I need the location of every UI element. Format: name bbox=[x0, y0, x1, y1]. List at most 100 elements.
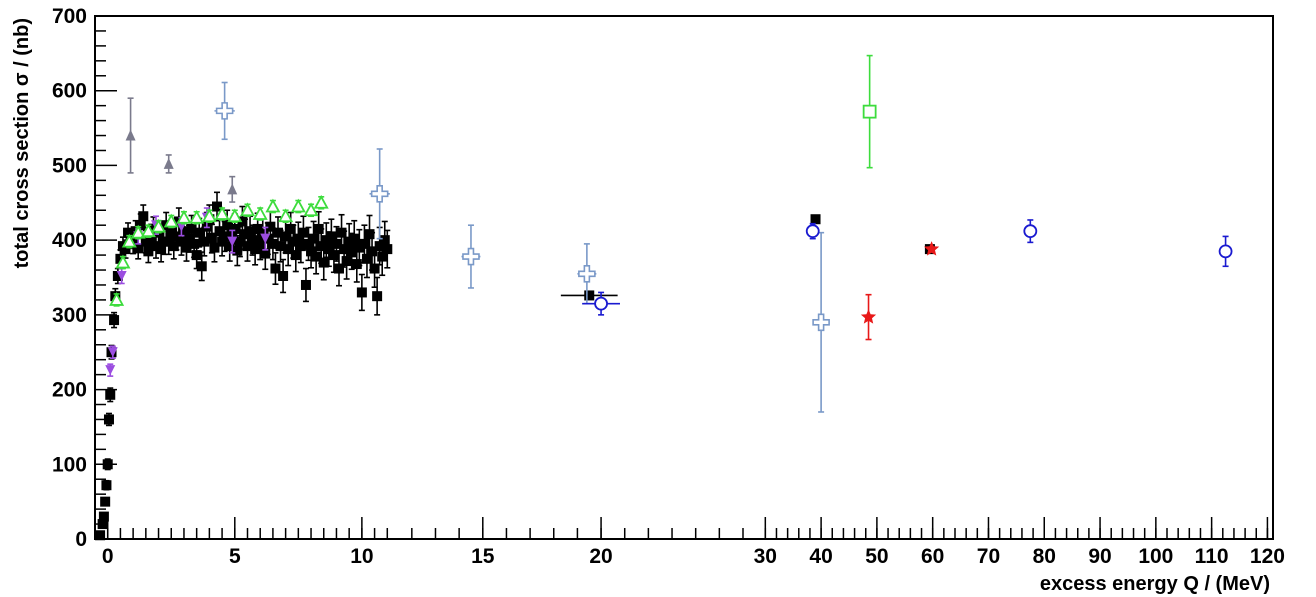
data-point bbox=[328, 250, 339, 261]
data-point bbox=[201, 208, 217, 223]
data-point bbox=[303, 202, 319, 217]
data-point bbox=[196, 261, 207, 272]
data-point bbox=[194, 227, 205, 238]
series-5 bbox=[862, 54, 877, 169]
data-point bbox=[364, 229, 375, 240]
series-1 bbox=[95, 191, 935, 541]
data-point bbox=[339, 244, 350, 255]
data-point bbox=[584, 290, 595, 301]
data-point bbox=[105, 389, 116, 400]
data-point bbox=[311, 251, 322, 262]
data-point bbox=[181, 242, 192, 253]
data-point bbox=[250, 244, 261, 255]
data-point bbox=[369, 263, 380, 274]
y-axis: 0 100 200 300 400 500 600 700 bbox=[52, 5, 117, 551]
data-point bbox=[140, 236, 151, 247]
data-point bbox=[135, 220, 146, 231]
data-point bbox=[116, 271, 127, 282]
data-point bbox=[860, 309, 877, 324]
data-point bbox=[101, 480, 112, 491]
data-point bbox=[334, 263, 344, 274]
data-point bbox=[191, 250, 202, 261]
data-point bbox=[354, 242, 365, 253]
x-tick-label: 20 bbox=[589, 545, 612, 568]
data-point bbox=[260, 233, 271, 244]
data-point bbox=[290, 198, 306, 213]
data-point bbox=[810, 214, 821, 225]
x-tick-label: 90 bbox=[1088, 545, 1111, 568]
data-point bbox=[372, 291, 383, 302]
data-point bbox=[356, 287, 367, 298]
data-point bbox=[212, 201, 222, 212]
y-tick-label: 200 bbox=[52, 379, 87, 402]
y-tick-label: 300 bbox=[52, 304, 87, 327]
data-point bbox=[115, 253, 126, 264]
data-point bbox=[245, 226, 256, 237]
data-point bbox=[186, 223, 197, 234]
data-point bbox=[130, 224, 146, 239]
data-point bbox=[95, 530, 106, 541]
data-point bbox=[189, 238, 200, 249]
data-point bbox=[578, 264, 596, 283]
data-point bbox=[206, 233, 217, 244]
data-point bbox=[163, 213, 179, 228]
data-point bbox=[344, 236, 355, 247]
data-point bbox=[367, 246, 378, 257]
plot-frame bbox=[94, 15, 1274, 540]
data-point bbox=[862, 104, 877, 119]
data-point bbox=[351, 259, 362, 270]
data-point bbox=[313, 194, 329, 209]
data-point bbox=[138, 211, 149, 222]
data-point bbox=[163, 236, 174, 247]
x-tick-label: 120 bbox=[1250, 545, 1285, 568]
data-point bbox=[283, 244, 294, 255]
data-point bbox=[382, 244, 393, 255]
data-point bbox=[255, 238, 266, 249]
data-point bbox=[176, 236, 187, 247]
data-point bbox=[109, 315, 120, 326]
data-point bbox=[306, 246, 317, 257]
series-3 bbox=[125, 97, 238, 203]
data-point bbox=[222, 220, 233, 231]
data-point bbox=[285, 223, 296, 234]
data-point bbox=[151, 218, 167, 233]
data-point bbox=[158, 236, 169, 247]
data-point bbox=[209, 242, 220, 253]
data-point bbox=[224, 241, 235, 252]
data-point bbox=[361, 253, 372, 264]
x-tick-label: 30 bbox=[754, 545, 777, 568]
data-point bbox=[462, 247, 480, 266]
y-tick-label: 500 bbox=[52, 154, 87, 177]
x-tick-label: 40 bbox=[809, 545, 832, 568]
x-axis-title: excess energy Q / (MeV) bbox=[1040, 573, 1270, 595]
data-point bbox=[275, 241, 286, 252]
x-tick-label: 110 bbox=[1195, 545, 1229, 568]
data-point bbox=[267, 238, 278, 249]
data-point bbox=[115, 254, 131, 269]
x-tick-label: 60 bbox=[921, 545, 944, 568]
data-point bbox=[812, 313, 830, 332]
data-point bbox=[232, 245, 243, 256]
data-point bbox=[98, 511, 109, 522]
data-point bbox=[303, 238, 314, 249]
x-tick-label: 80 bbox=[1033, 545, 1056, 568]
data-point bbox=[594, 296, 608, 311]
data-point bbox=[1023, 224, 1038, 239]
x-tick-label: 10 bbox=[350, 545, 373, 568]
data-point bbox=[239, 202, 256, 217]
data-point bbox=[176, 209, 192, 224]
data-point bbox=[374, 241, 385, 252]
data-point bbox=[321, 235, 332, 246]
data-point bbox=[265, 221, 276, 232]
y-tick-label: 600 bbox=[52, 80, 87, 103]
data-point bbox=[247, 235, 258, 246]
data-point bbox=[336, 227, 347, 238]
data-point bbox=[227, 183, 238, 195]
data-point bbox=[370, 185, 389, 203]
data-point bbox=[237, 216, 248, 227]
plot-border bbox=[94, 15, 1274, 540]
data-point bbox=[326, 231, 337, 242]
data-point bbox=[278, 208, 294, 223]
data-point bbox=[270, 263, 281, 274]
data-point bbox=[323, 244, 334, 255]
